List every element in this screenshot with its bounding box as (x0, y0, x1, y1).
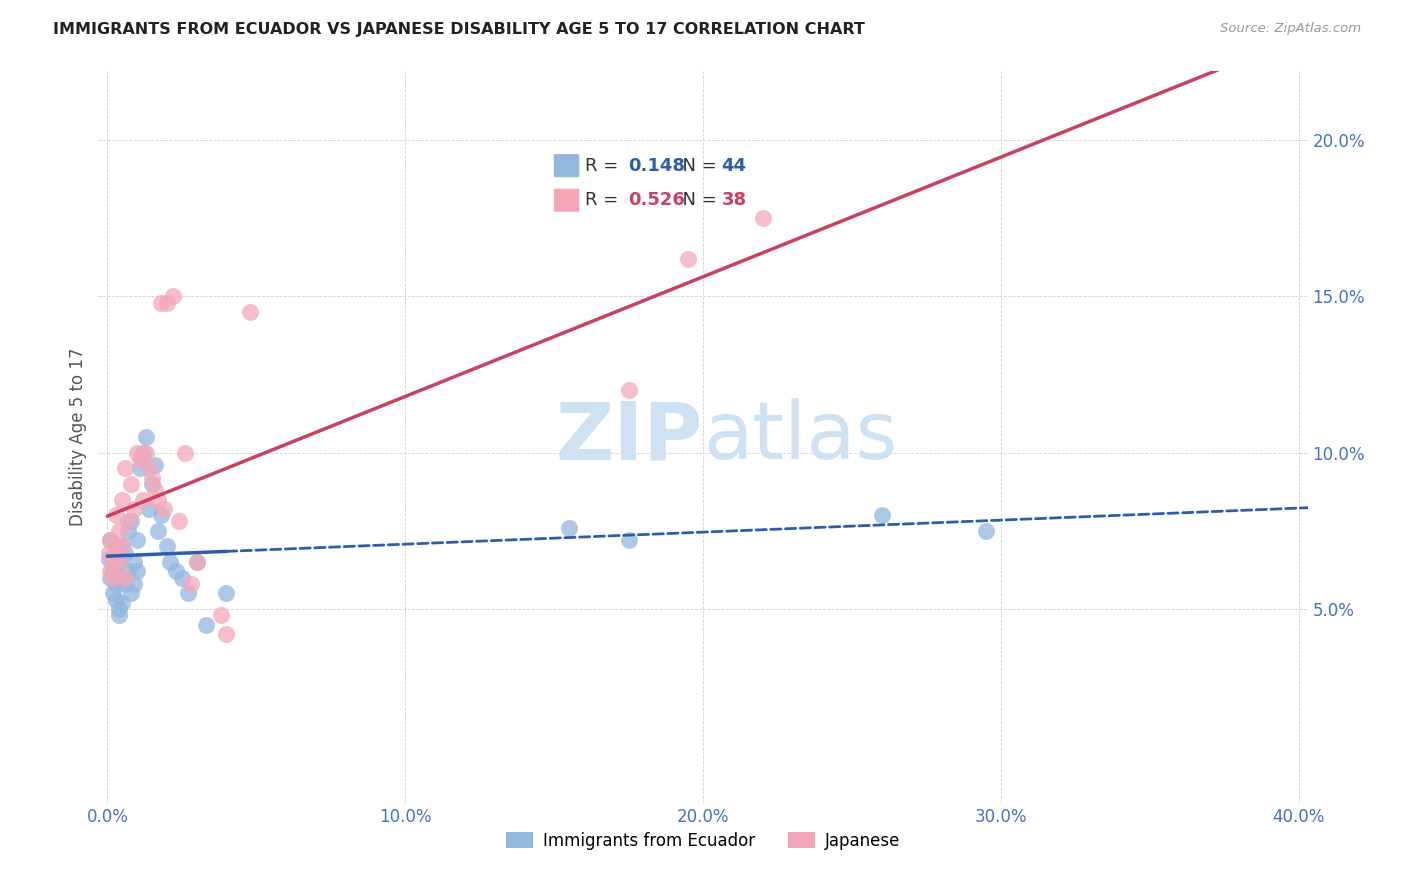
Point (180, 577, 202, 591)
Point (111, 596, 134, 610)
Point (108, 602, 131, 616)
Point (558, 521, 581, 535)
Text: 38: 38 (721, 191, 747, 210)
Point (103, 555, 125, 569)
Text: Source: ZipAtlas.com: Source: ZipAtlas.com (1220, 22, 1361, 36)
Point (98, 533, 121, 548)
Point (215, 586, 238, 600)
FancyBboxPatch shape (554, 189, 579, 211)
Point (617, 533, 640, 548)
Text: N =: N = (671, 157, 723, 175)
Point (132, 446, 155, 460)
FancyBboxPatch shape (554, 154, 579, 178)
Point (108, 555, 131, 569)
Point (108, 608, 131, 623)
Point (129, 461, 152, 475)
Point (105, 546, 128, 560)
Point (170, 571, 193, 585)
Point (117, 565, 139, 579)
Text: atlas: atlas (703, 398, 897, 476)
Point (135, 446, 157, 460)
Point (215, 627, 238, 641)
Point (138, 461, 160, 475)
Point (141, 471, 163, 485)
Point (98, 533, 121, 548)
Point (135, 430, 157, 444)
Point (146, 492, 169, 507)
Point (114, 571, 136, 585)
Point (111, 540, 134, 554)
Point (751, 211, 773, 226)
Point (143, 458, 166, 473)
Point (97, 546, 120, 560)
Text: R =: R = (585, 191, 624, 210)
Point (138, 502, 160, 516)
Point (149, 295, 172, 310)
Point (111, 492, 134, 507)
Text: ZIP: ZIP (555, 398, 703, 476)
Point (186, 555, 208, 569)
Point (120, 477, 142, 491)
Point (676, 252, 699, 266)
Point (114, 546, 136, 560)
Point (117, 524, 139, 538)
Point (194, 617, 217, 632)
Point (127, 533, 149, 548)
Text: IMMIGRANTS FROM ECUADOR VS JAPANESE DISABILITY AGE 5 TO 17 CORRELATION CHART: IMMIGRANTS FROM ECUADOR VS JAPANESE DISA… (53, 22, 865, 37)
Point (111, 571, 134, 585)
Point (141, 477, 163, 491)
Point (97, 552, 120, 566)
Point (105, 577, 128, 591)
Point (209, 608, 232, 623)
Legend: Immigrants from Ecuador, Japanese: Immigrants from Ecuador, Japanese (499, 825, 907, 856)
Point (974, 524, 997, 538)
Point (129, 452, 152, 467)
Text: R =: R = (585, 157, 624, 175)
Point (162, 289, 184, 303)
Point (153, 502, 176, 516)
Point (122, 577, 145, 591)
Point (114, 577, 136, 591)
Point (114, 461, 136, 475)
Y-axis label: Disability Age 5 to 17: Disability Age 5 to 17 (69, 348, 87, 526)
Point (167, 515, 190, 529)
Point (156, 540, 179, 554)
Point (127, 565, 149, 579)
Point (239, 305, 262, 319)
Text: N =: N = (671, 191, 723, 210)
Point (146, 524, 169, 538)
Point (103, 565, 125, 579)
Point (149, 508, 172, 523)
Point (177, 586, 200, 600)
Point (105, 592, 128, 607)
Point (108, 555, 131, 569)
Point (105, 540, 128, 554)
Point (143, 483, 166, 498)
Point (111, 540, 134, 554)
Point (617, 383, 640, 397)
Point (122, 555, 145, 569)
Point (103, 571, 125, 585)
Point (156, 295, 179, 310)
Point (120, 586, 142, 600)
Text: 0.148: 0.148 (628, 157, 685, 175)
Point (122, 502, 145, 516)
Text: 44: 44 (721, 157, 747, 175)
Point (108, 524, 131, 538)
Point (105, 508, 128, 523)
Point (120, 515, 142, 529)
Text: 0.526: 0.526 (628, 191, 685, 210)
Point (103, 586, 125, 600)
Point (132, 492, 155, 507)
Point (159, 555, 181, 569)
Point (98, 571, 121, 585)
Point (870, 508, 893, 523)
Point (98, 565, 121, 579)
Point (117, 515, 139, 529)
Point (165, 565, 187, 579)
Point (186, 555, 208, 569)
Point (173, 446, 195, 460)
Point (127, 446, 149, 460)
